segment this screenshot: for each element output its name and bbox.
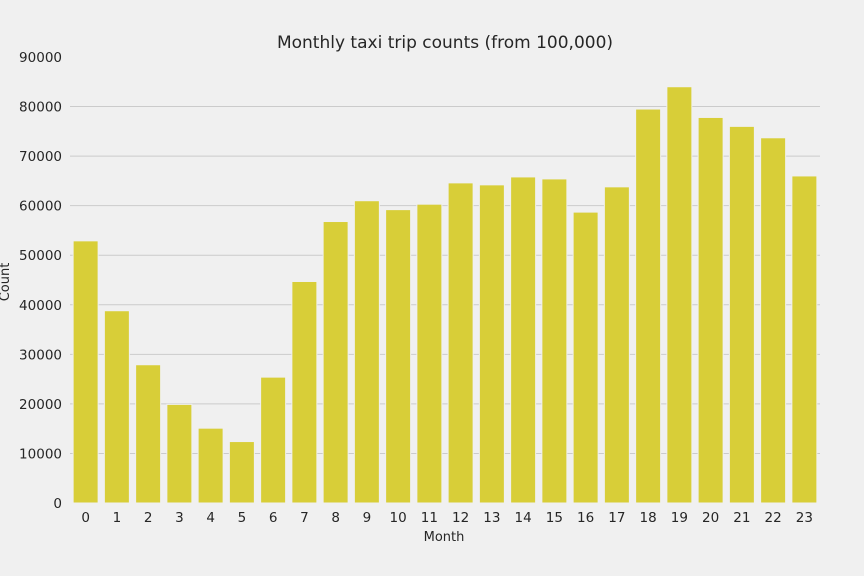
bar-month-13 <box>478 184 505 504</box>
bar-month-16 <box>572 211 599 504</box>
bar-month-8 <box>322 221 349 504</box>
bar-month-19 <box>666 86 693 504</box>
y-tick-label: 30000 <box>19 347 62 363</box>
bar-month-21 <box>728 125 755 504</box>
x-tick-label: 0 <box>81 510 90 526</box>
x-tick-label: 5 <box>238 510 247 526</box>
bar-month-3 <box>166 403 193 504</box>
x-tick-label: 4 <box>206 510 215 526</box>
chart-title: Monthly taxi trip counts (from 100,000) <box>277 33 613 53</box>
bar-month-17 <box>603 186 630 504</box>
x-tick-label: 9 <box>363 510 372 526</box>
x-tick-label: 13 <box>483 510 500 526</box>
bar-month-20 <box>697 116 724 504</box>
bar-month-18 <box>635 108 662 504</box>
y-tick-label: 60000 <box>19 199 62 215</box>
bar-month-7 <box>291 280 318 504</box>
y-axis-label: Count <box>0 263 13 302</box>
x-tick-label: 7 <box>300 510 309 526</box>
bar-month-5 <box>228 441 255 504</box>
y-tick-labels: 0 10000 20000 30000 40000 50000 60000 70000 8000… <box>19 50 62 512</box>
x-tick-label: 8 <box>331 510 340 526</box>
y-tick-label: 40000 <box>19 298 62 314</box>
bar-month-6 <box>260 376 287 504</box>
y-tick-label: 20000 <box>19 397 62 413</box>
y-tick-label: 50000 <box>19 248 62 264</box>
y-tick-label: 90000 <box>19 50 62 66</box>
y-tick-label: 70000 <box>19 149 62 165</box>
x-tick-label: 2 <box>144 510 153 526</box>
x-tick-label: 18 <box>640 510 657 526</box>
bar-month-15 <box>541 178 568 504</box>
x-tick-label: 21 <box>733 510 750 526</box>
x-tick-label: 3 <box>175 510 184 526</box>
bar-month-9 <box>353 200 380 504</box>
bar-month-0 <box>72 240 99 504</box>
bar-month-23 <box>791 175 818 504</box>
grid-lines <box>70 106 820 454</box>
x-tick-label: 22 <box>765 510 782 526</box>
x-tick-label: 17 <box>608 510 625 526</box>
x-tick-label: 6 <box>269 510 278 526</box>
x-axis-label: Month <box>424 530 465 545</box>
x-tick-label: 19 <box>671 510 688 526</box>
bar-month-1 <box>103 310 130 504</box>
y-tick-label: 10000 <box>19 446 62 462</box>
y-tick-label: 0 <box>53 496 62 512</box>
x-tick-labels: 0 1 2 3 4 5 6 7 8 9 10 11 12 13 14 15 16 17 18 19 20 21 22 23 <box>81 510 813 526</box>
x-tick-label: 23 <box>796 510 813 526</box>
x-tick-label: 15 <box>546 510 563 526</box>
bar-month-14 <box>510 176 537 504</box>
x-tick-label: 16 <box>577 510 594 526</box>
x-tick-label: 11 <box>421 510 438 526</box>
bar-month-11 <box>416 203 443 504</box>
y-tick-label: 80000 <box>19 100 62 116</box>
bar-month-10 <box>385 209 412 504</box>
bar-month-12 <box>447 182 474 504</box>
bar-month-22 <box>760 137 787 504</box>
bars <box>72 86 818 504</box>
x-tick-label: 1 <box>113 510 122 526</box>
x-tick-label: 10 <box>390 510 407 526</box>
x-tick-label: 12 <box>452 510 469 526</box>
x-tick-label: 20 <box>702 510 719 526</box>
x-tick-label: 14 <box>515 510 532 526</box>
bar-month-4 <box>197 427 224 504</box>
bar-month-2 <box>135 364 162 504</box>
